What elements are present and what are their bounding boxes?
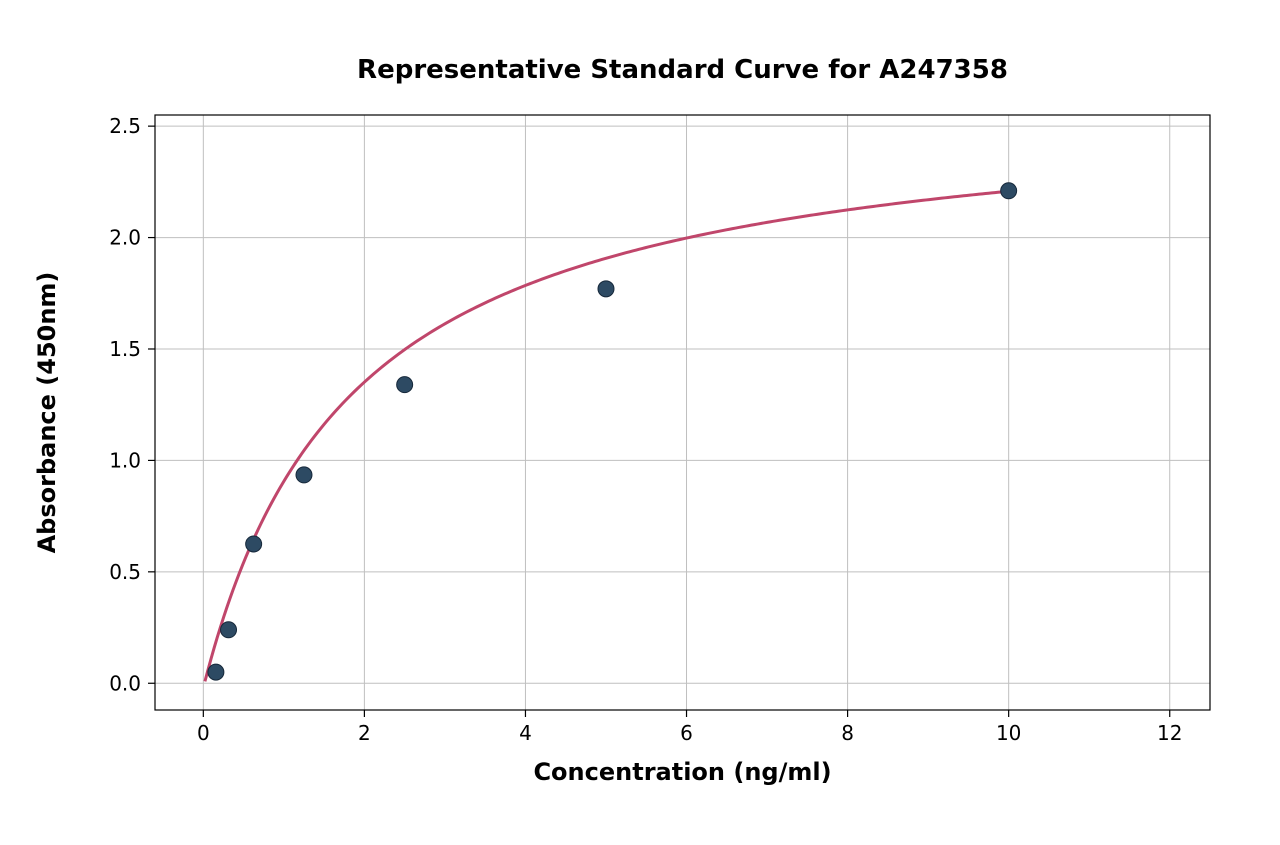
y-tick-label: 2.5	[109, 114, 141, 138]
data-point	[246, 536, 262, 552]
chart-title: Representative Standard Curve for A24735…	[357, 55, 1008, 85]
data-point	[397, 377, 413, 393]
y-tick-label: 0.5	[109, 560, 141, 584]
x-tick-labels: 0 2 4 6 8 10 12	[197, 721, 1183, 745]
data-point	[296, 467, 312, 483]
y-tick-label: 0.0	[109, 671, 141, 695]
x-axis-label: Concentration (ng/ml)	[533, 758, 831, 786]
x-tick-label: 6	[680, 721, 693, 745]
data-point	[221, 622, 237, 638]
chart-svg: 0 2 4 6 8 10 12 0.0 0.5 1.0 1.5 2.0 2.5 Representat…	[0, 0, 1280, 845]
plot-background	[155, 115, 1210, 710]
y-tick-label: 1.0	[109, 448, 141, 472]
y-axis-label: Absorbance (450nm)	[33, 272, 61, 554]
x-tick-label: 2	[358, 721, 371, 745]
data-point	[208, 664, 224, 680]
y-tick-labels: 0.0 0.5 1.0 1.5 2.0 2.5	[109, 114, 141, 695]
x-tick-label: 8	[841, 721, 854, 745]
y-tick-label: 1.5	[109, 337, 141, 361]
data-point	[598, 281, 614, 297]
x-tick-label: 12	[1157, 721, 1182, 745]
y-tick-label: 2.0	[109, 226, 141, 250]
x-tick-label: 4	[519, 721, 532, 745]
x-tick-label: 0	[197, 721, 210, 745]
standard-curve-chart: 0 2 4 6 8 10 12 0.0 0.5 1.0 1.5 2.0 2.5 Representat…	[0, 0, 1280, 845]
x-tick-label: 10	[996, 721, 1021, 745]
data-point	[1001, 183, 1017, 199]
